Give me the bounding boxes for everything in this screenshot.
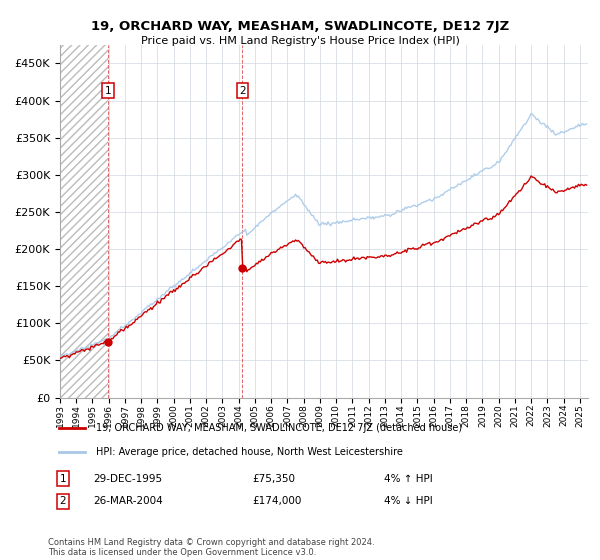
Text: 29-DEC-1995: 29-DEC-1995 [93,474,162,484]
Text: Contains HM Land Registry data © Crown copyright and database right 2024.
This d: Contains HM Land Registry data © Crown c… [48,538,374,557]
Text: 26-MAR-2004: 26-MAR-2004 [93,496,163,506]
Bar [60,45,108,398]
Text: 2: 2 [59,496,67,506]
Text: HPI: Average price, detached house, North West Leicestershire: HPI: Average price, detached house, Nort… [96,446,403,456]
Text: 1: 1 [59,474,67,484]
Text: 4% ↓ HPI: 4% ↓ HPI [384,496,433,506]
Text: £174,000: £174,000 [252,496,301,506]
Text: £75,350: £75,350 [252,474,295,484]
Text: 2: 2 [239,86,246,96]
Text: Price paid vs. HM Land Registry's House Price Index (HPI): Price paid vs. HM Land Registry's House … [140,36,460,46]
Text: 4% ↑ HPI: 4% ↑ HPI [384,474,433,484]
Text: 19, ORCHARD WAY, MEASHAM, SWADLINCOTE, DE12 7JZ: 19, ORCHARD WAY, MEASHAM, SWADLINCOTE, D… [91,20,509,32]
Text: 1: 1 [105,86,112,96]
Text: 19, ORCHARD WAY, MEASHAM, SWADLINCOTE, DE12 7JZ (detached house): 19, ORCHARD WAY, MEASHAM, SWADLINCOTE, D… [96,423,462,433]
